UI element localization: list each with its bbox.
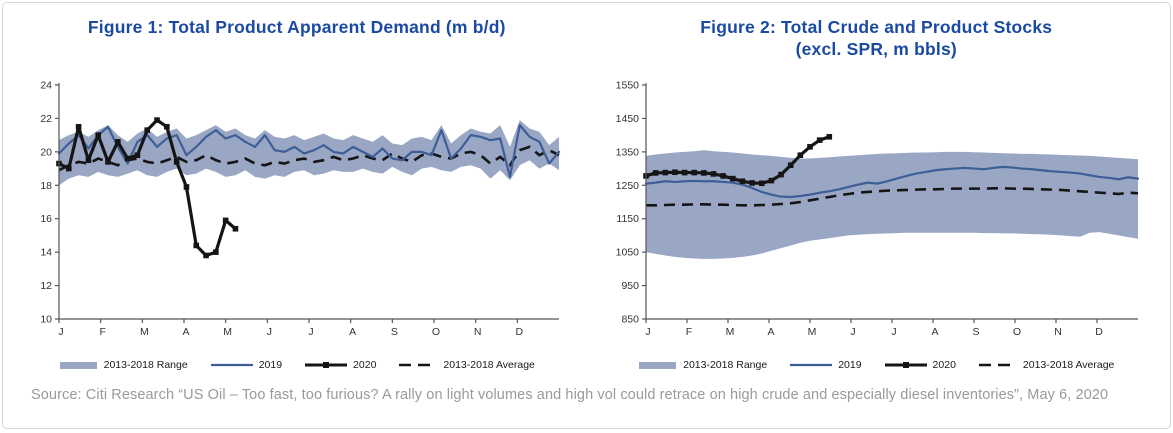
svg-text:J: J — [646, 326, 651, 338]
svg-text:M: M — [808, 326, 817, 338]
legend-item-2019: 2019 — [789, 359, 862, 371]
svg-text:20: 20 — [40, 146, 52, 158]
svg-text:F: F — [686, 326, 692, 338]
legend-item-2020: 2020 — [884, 359, 956, 371]
svg-text:S: S — [973, 326, 980, 338]
svg-text:A: A — [182, 326, 189, 338]
svg-text:F: F — [99, 326, 105, 338]
figure-1-title-block: Figure 1: Total Product Apparent Demand … — [88, 13, 506, 75]
figure-1-legend: 2013-2018 Range 2019 2020 2013-2018 Aver… — [59, 357, 535, 373]
svg-text:A: A — [932, 326, 939, 338]
svg-text:M: M — [223, 326, 232, 338]
legend-item-range: 2013-2018 Range — [638, 359, 767, 371]
svg-text:O: O — [1013, 326, 1021, 338]
svg-text:1150: 1150 — [617, 213, 640, 225]
figure-2-subtitle: (excl. SPR, m bbls) — [795, 38, 957, 59]
figure-2-plot: 1550 1450 1350 1250 1150 1050 950 850 J F M A M J J A S O… — [600, 75, 1152, 347]
legend-item-2020: 2020 — [304, 359, 376, 371]
svg-text:J: J — [58, 326, 63, 338]
svg-text:M: M — [140, 326, 149, 338]
legend-label-average: 2013-2018 Average — [443, 359, 535, 371]
svg-text:D: D — [1095, 326, 1103, 338]
legend-label-average: 2013-2018 Average — [1022, 359, 1115, 371]
legend-label-2019: 2019 — [258, 359, 283, 371]
svg-text:1550: 1550 — [616, 80, 640, 92]
legend-label-range: 2013-2018 Range — [103, 359, 188, 371]
svg-text:22: 22 — [40, 113, 52, 125]
dashed-average-swatch-icon — [399, 363, 438, 367]
legend-item-average: 2013-2018 Average — [978, 359, 1114, 371]
line-2019-swatch-icon — [790, 363, 833, 367]
figure-2-legend: 2013-2018 Range 2019 2020 2013-2018 Aver… — [638, 357, 1114, 373]
svg-text:16: 16 — [40, 213, 52, 225]
charts-row: Figure 1: Total Product Apparent Demand … — [7, 13, 1166, 373]
svg-text:O: O — [432, 326, 440, 338]
svg-text:M: M — [726, 326, 735, 338]
legend-item-range: 2013-2018 Range — [59, 359, 188, 371]
svg-text:14: 14 — [40, 247, 52, 259]
svg-text:1350: 1350 — [616, 146, 640, 158]
figure-2-title: Figure 2: Total Crude and Product Stocks — [700, 17, 1053, 37]
range-band-swatch-icon — [59, 362, 97, 369]
figure-1-plot: 24 22 20 18 16 14 12 10 J F M A M J J A S O N D — [21, 75, 573, 347]
svg-text:1050: 1050 — [616, 247, 640, 259]
svg-text:24: 24 — [40, 80, 52, 92]
legend-item-2019: 2019 — [210, 359, 282, 371]
svg-text:J: J — [851, 326, 856, 338]
svg-text:1450: 1450 — [616, 113, 640, 125]
legend-label-2020: 2020 — [353, 359, 377, 371]
svg-text:J: J — [308, 326, 313, 338]
svg-text:10: 10 — [40, 314, 52, 326]
figure-2: Figure 2: Total Crude and Product Stocks… — [587, 13, 1167, 373]
svg-text:N: N — [474, 326, 482, 338]
svg-text:A: A — [349, 326, 356, 338]
svg-text:S: S — [391, 326, 398, 338]
source-note: Source: Citi Research “US Oil – Too fast… — [31, 387, 1109, 403]
figure-1: Figure 1: Total Product Apparent Demand … — [7, 13, 587, 373]
legend-label-range: 2013-2018 Range — [683, 359, 768, 371]
svg-text:1250: 1250 — [616, 180, 640, 192]
range-band-swatch-icon — [639, 362, 677, 369]
legend-label-2019: 2019 — [838, 359, 862, 371]
line-2020-swatch-icon — [884, 362, 927, 368]
line-2019-swatch-icon — [210, 363, 253, 367]
svg-text:18: 18 — [40, 180, 52, 192]
svg-text:N: N — [1054, 326, 1062, 338]
svg-text:950: 950 — [622, 280, 640, 292]
legend-item-average: 2013-2018 Average — [398, 359, 535, 371]
svg-text:D: D — [515, 326, 523, 338]
legend-label-2020: 2020 — [932, 359, 956, 371]
svg-text:J: J — [266, 326, 271, 338]
figure-1-title: Figure 1: Total Product Apparent Demand … — [87, 17, 506, 37]
svg-text:J: J — [892, 326, 897, 338]
line-2020-swatch-icon — [305, 362, 348, 368]
svg-text:850: 850 — [622, 314, 640, 326]
svg-text:A: A — [768, 326, 775, 338]
figure-2-title-block: Figure 2: Total Crude and Product Stocks… — [700, 13, 1052, 75]
dashed-average-swatch-icon — [978, 363, 1017, 367]
svg-text:12: 12 — [40, 280, 52, 292]
